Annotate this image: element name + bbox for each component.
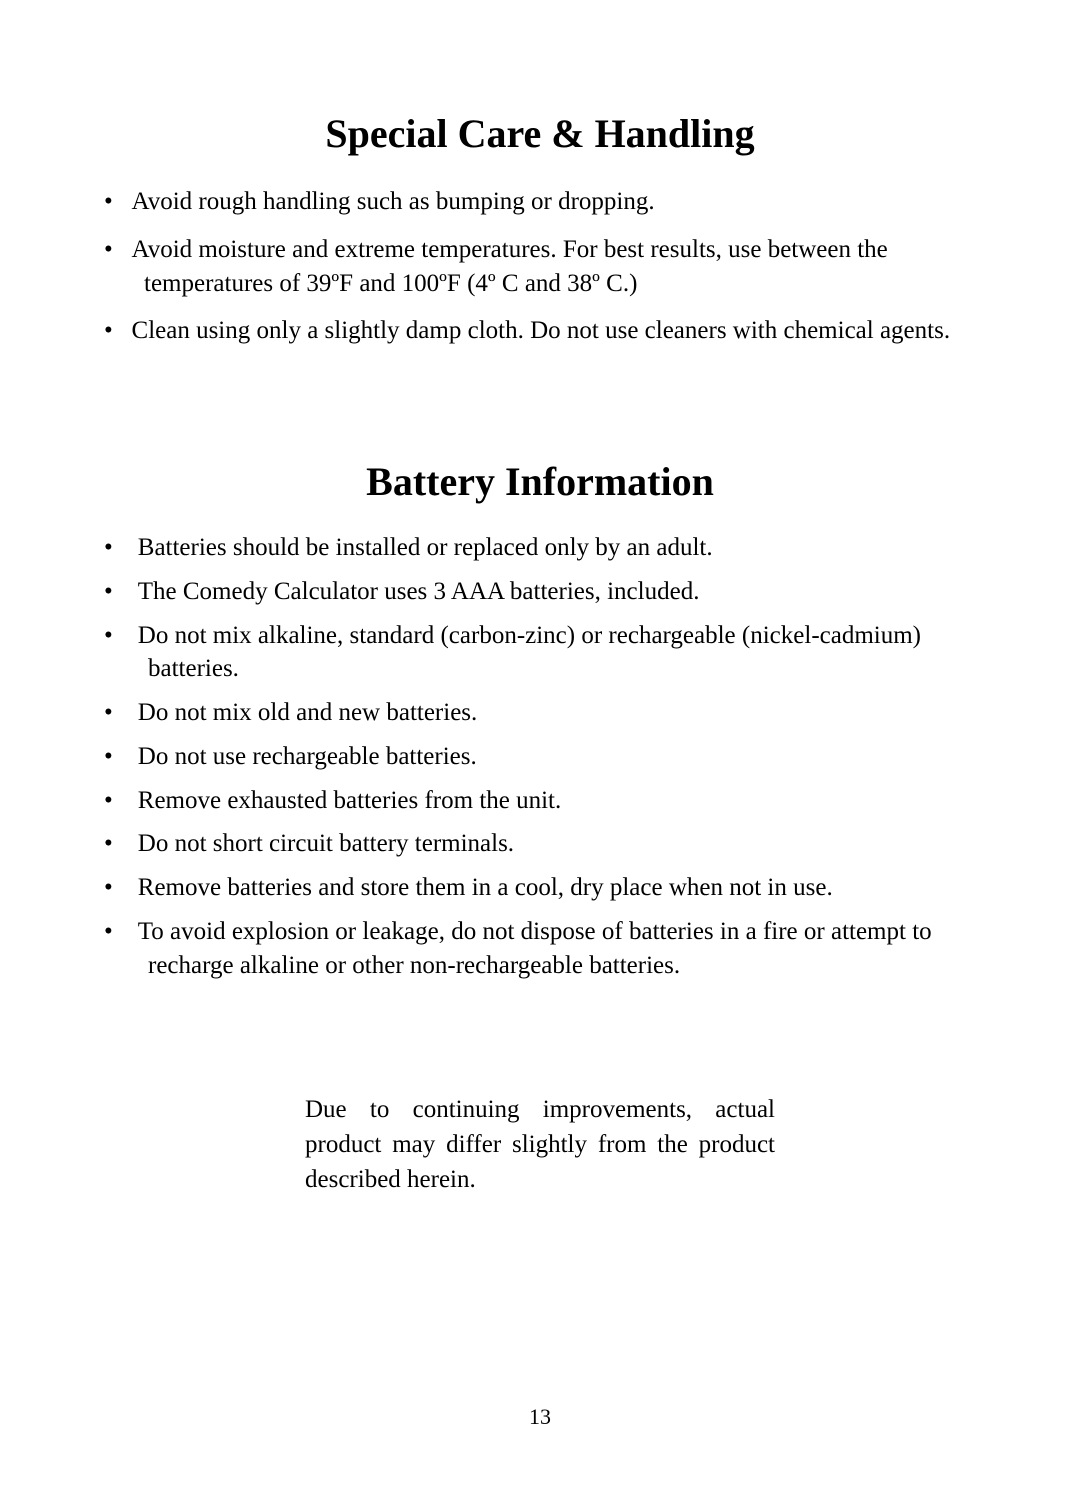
- list-item: Remove batteries and store them in a coo…: [104, 871, 980, 905]
- list-item: Remove exhausted batteries from the unit…: [104, 784, 980, 818]
- list-item: Batteries should be installed or replace…: [104, 531, 980, 565]
- battery-heading: Battery Information: [100, 458, 980, 505]
- battery-list: Batteries should be installed or replace…: [104, 531, 980, 982]
- list-item: Do not mix alkaline, standard (carbon-zi…: [104, 619, 980, 687]
- improvement-notice: Due to continuing improvements, actual p…: [305, 1092, 775, 1197]
- list-item: Clean using only a slightly damp cloth. …: [104, 314, 980, 348]
- list-item: To avoid explosion or leakage, do not di…: [104, 915, 980, 983]
- list-item: Do not mix old and new batteries.: [104, 696, 980, 730]
- list-item: Avoid rough handling such as bumping or …: [104, 185, 980, 219]
- list-item: Do not use rechargeable batteries.: [104, 740, 980, 774]
- page-number: 13: [0, 1404, 1080, 1430]
- list-item: Do not short circuit battery terminals.: [104, 827, 980, 861]
- care-heading: Special Care & Handling: [100, 110, 980, 157]
- care-list: Avoid rough handling such as bumping or …: [104, 185, 980, 348]
- list-item: The Comedy Calculator uses 3 AAA batteri…: [104, 575, 980, 609]
- list-item: Avoid moisture and extreme temperatures.…: [104, 233, 980, 301]
- notice-container: Due to continuing improvements, actual p…: [100, 1092, 980, 1197]
